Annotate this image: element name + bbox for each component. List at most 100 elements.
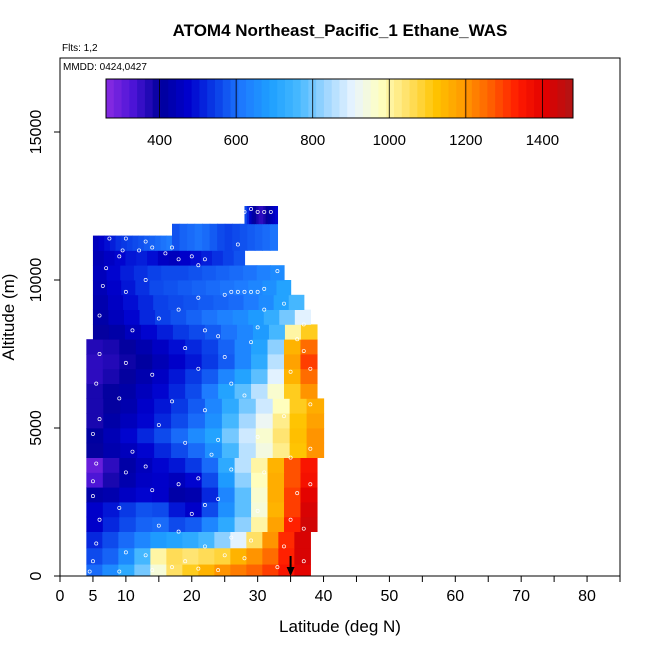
- sample-point: [216, 568, 221, 573]
- heatmap-cell: [171, 398, 189, 414]
- sample-point: [189, 254, 194, 259]
- x-tick-label: 50: [381, 588, 399, 605]
- colorbar-step: [292, 79, 302, 118]
- y-axis-label: Altitude (m): [0, 274, 18, 361]
- heatmap-cell: [270, 206, 274, 225]
- heatmap-cell: [161, 265, 176, 281]
- heatmap-cell: [114, 250, 127, 266]
- sample-point: [202, 544, 207, 549]
- heatmap-cell: [135, 339, 153, 355]
- heatmap-cell: [185, 472, 203, 488]
- heatmap-cell: [134, 547, 151, 565]
- sample-point: [196, 263, 201, 268]
- colorbar-tick-label: 1200: [449, 132, 482, 149]
- colorbar-step: [230, 79, 239, 118]
- colorbar-step: [222, 79, 232, 118]
- heatmap-cell: [86, 531, 103, 549]
- sample-point: [301, 322, 306, 327]
- plot-area: [86, 206, 325, 577]
- heatmap-cell: [278, 547, 295, 565]
- heatmap-cell: [201, 502, 219, 518]
- heatmap-cell: [251, 516, 269, 532]
- heatmap-cell: [198, 547, 215, 565]
- heatmap-cell: [221, 413, 240, 429]
- heatmap-cell: [209, 223, 218, 251]
- heatmap-cell: [120, 428, 138, 444]
- heatmap-cell: [256, 206, 260, 225]
- heatmap-cell: [205, 280, 221, 296]
- heatmap-cell: [201, 309, 218, 325]
- heatmap-cell: [247, 223, 256, 251]
- heatmap-cell: [249, 206, 253, 225]
- sample-point: [163, 251, 168, 256]
- heatmap-layer: [86, 206, 325, 577]
- heatmap-cell: [86, 516, 104, 532]
- sample-point: [288, 517, 293, 522]
- heatmap-cell: [86, 472, 104, 488]
- heatmap-cell: [278, 531, 295, 549]
- sample-point: [235, 242, 240, 247]
- heatmap-cell: [168, 250, 181, 266]
- heatmap-cell: [300, 516, 318, 532]
- sample-point: [123, 550, 128, 555]
- heatmap-cell: [179, 250, 191, 266]
- heatmap-cell: [260, 206, 264, 225]
- heatmap-cell: [201, 339, 219, 355]
- heatmap-cell: [86, 368, 104, 384]
- colorbar-tick-label: 600: [224, 132, 249, 149]
- sample-point: [255, 325, 260, 330]
- heatmap-cell: [168, 294, 184, 310]
- colorbar-step: [176, 79, 185, 118]
- sample-point: [196, 566, 201, 571]
- heatmap-cell: [152, 339, 170, 355]
- colorbar-tick-label: 400: [147, 132, 172, 149]
- heatmap-cell: [132, 235, 139, 251]
- heatmap-cell: [150, 564, 167, 577]
- x-axis-label: Latitude (deg N): [279, 617, 401, 636]
- heatmap-cell: [218, 354, 236, 370]
- heatmap-cell: [267, 472, 285, 488]
- heatmap-cell: [86, 564, 103, 577]
- heatmap-cell: [86, 383, 104, 399]
- heatmap-cell: [186, 309, 203, 325]
- colorbar-step: [518, 79, 527, 118]
- heatmap-cell: [138, 235, 145, 251]
- heatmap-cell: [154, 398, 172, 414]
- sample-point: [249, 207, 254, 211]
- colorbar-step: [557, 79, 566, 118]
- sample-point: [156, 523, 161, 528]
- heatmap-cell: [204, 398, 223, 414]
- heatmap-cell: [254, 223, 263, 251]
- colorbar-step: [440, 79, 449, 118]
- sample-point: [97, 517, 102, 522]
- heatmap-cell: [300, 487, 318, 503]
- heatmap-cell: [152, 502, 170, 518]
- heatmap-cell: [272, 398, 291, 414]
- colorbar-step: [106, 79, 115, 118]
- colorbar-step: [409, 79, 418, 118]
- heatmap-cell: [289, 442, 308, 458]
- heatmap-cell: [267, 368, 285, 384]
- heatmap-cell: [108, 309, 125, 325]
- colorbar-step: [269, 79, 278, 118]
- sample-point: [176, 529, 181, 534]
- sample-point: [229, 467, 234, 472]
- heatmap-cell: [120, 442, 138, 458]
- heatmap-cell: [284, 368, 302, 384]
- x-tick-label: 80: [578, 588, 596, 605]
- heatmap-cell: [86, 339, 104, 355]
- colorbar-step: [401, 79, 411, 118]
- sample-point: [249, 289, 254, 294]
- heatmap-cell: [108, 294, 124, 310]
- sample-point: [202, 328, 207, 333]
- heatmap-cell: [262, 547, 279, 565]
- heatmap-cell: [246, 547, 263, 565]
- heatmap-cell: [188, 413, 206, 429]
- heatmap-cell: [238, 442, 257, 458]
- y-tick-label: 0: [28, 571, 45, 580]
- heatmap-cell: [172, 223, 181, 251]
- colorbar-step: [277, 79, 286, 118]
- heatmap-cell: [289, 413, 308, 429]
- heatmap-cell: [152, 487, 170, 503]
- heatmap-cell: [185, 383, 203, 399]
